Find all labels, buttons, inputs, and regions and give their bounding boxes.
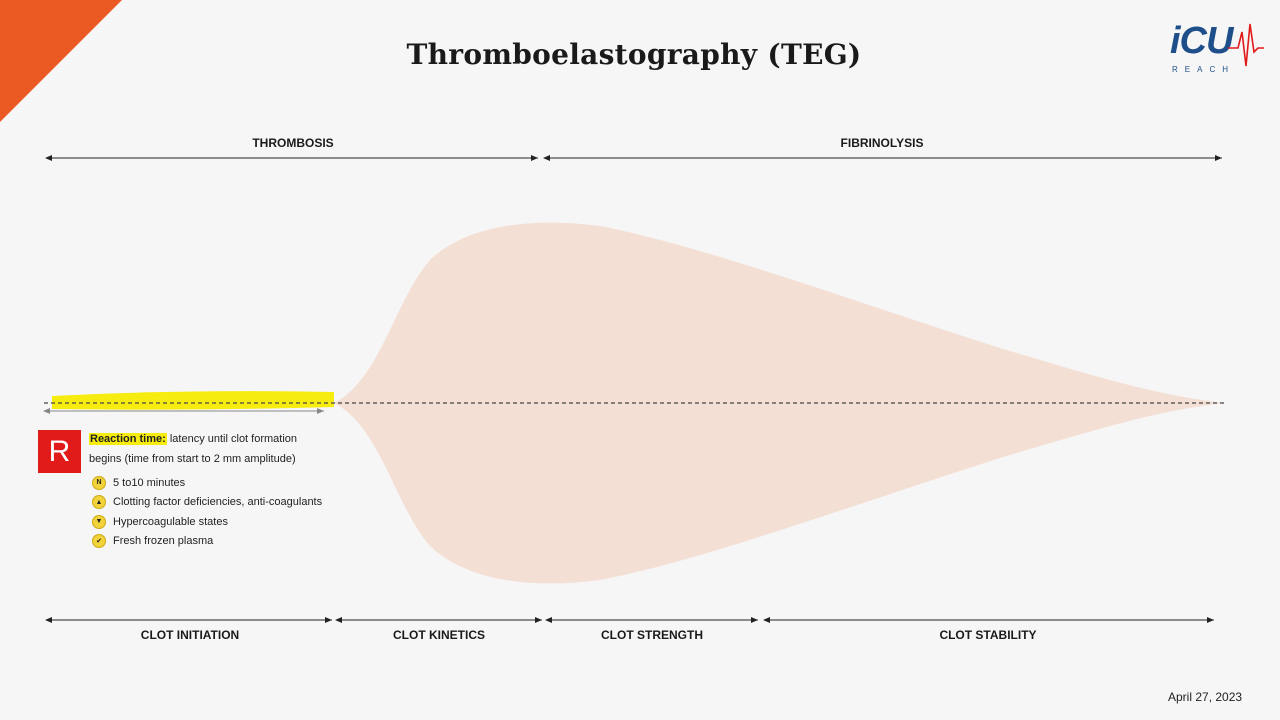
list-item: ▼ Hypercoagulable states (92, 512, 322, 532)
reaction-time-desc-line2: begins (time from start to 2 mm amplitud… (89, 453, 296, 465)
list-item-text: Fresh frozen plasma (113, 535, 214, 548)
logo-sub-text: REACH (1172, 65, 1236, 74)
corner-accent-triangle (0, 0, 122, 122)
heartbeat-pulse-icon (1228, 23, 1264, 67)
reaction-time-list: N 5 to10 minutes ▲ Clotting factor defic… (92, 473, 322, 551)
phase-label-thrombosis: THROMBOSIS (252, 136, 334, 150)
reaction-time-description: Reaction time: latency until clot format… (89, 429, 339, 469)
list-item: ▲ Clotting factor deficiencies, anti-coa… (92, 493, 322, 513)
check-icon: ✔ (92, 534, 106, 549)
stage-label-clot-stability: CLOT STABILITY (939, 628, 1037, 642)
slide-date: April 27, 2023 (1168, 690, 1243, 704)
list-item: ✔ Fresh frozen plasma (92, 532, 322, 552)
stage-label-clot-initiation: CLOT INITIATION (140, 628, 240, 642)
icu-reach-logo: iCU REACH (1168, 18, 1264, 78)
reaction-time-highlight (52, 391, 334, 410)
arrow-up-icon: ▲ (92, 495, 106, 510)
list-item: N 5 to10 minutes (92, 473, 322, 493)
list-item-text: Hypercoagulable states (113, 515, 228, 528)
reaction-time-desc-line1: latency until clot formation (166, 433, 298, 445)
phase-label-fibrinolysis: FIBRINOLYSIS (840, 136, 924, 150)
list-item-text: 5 to10 minutes (113, 476, 186, 489)
stage-label-clot-strength: CLOT STRENGTH (601, 628, 703, 642)
reaction-time-letter-box: R (38, 430, 81, 473)
list-item-text: Clotting factor deficiencies, anti-coagu… (113, 496, 323, 509)
reaction-time-term: Reaction time: (89, 433, 167, 445)
arrow-down-icon: ▼ (92, 514, 106, 529)
slide-title: Thromboelastography (TEG) (406, 38, 862, 71)
logo-main-text: iCU (1170, 20, 1233, 62)
stage-label-clot-kinetics: CLOT KINETICS (393, 628, 485, 642)
normal-icon: N (92, 475, 106, 490)
